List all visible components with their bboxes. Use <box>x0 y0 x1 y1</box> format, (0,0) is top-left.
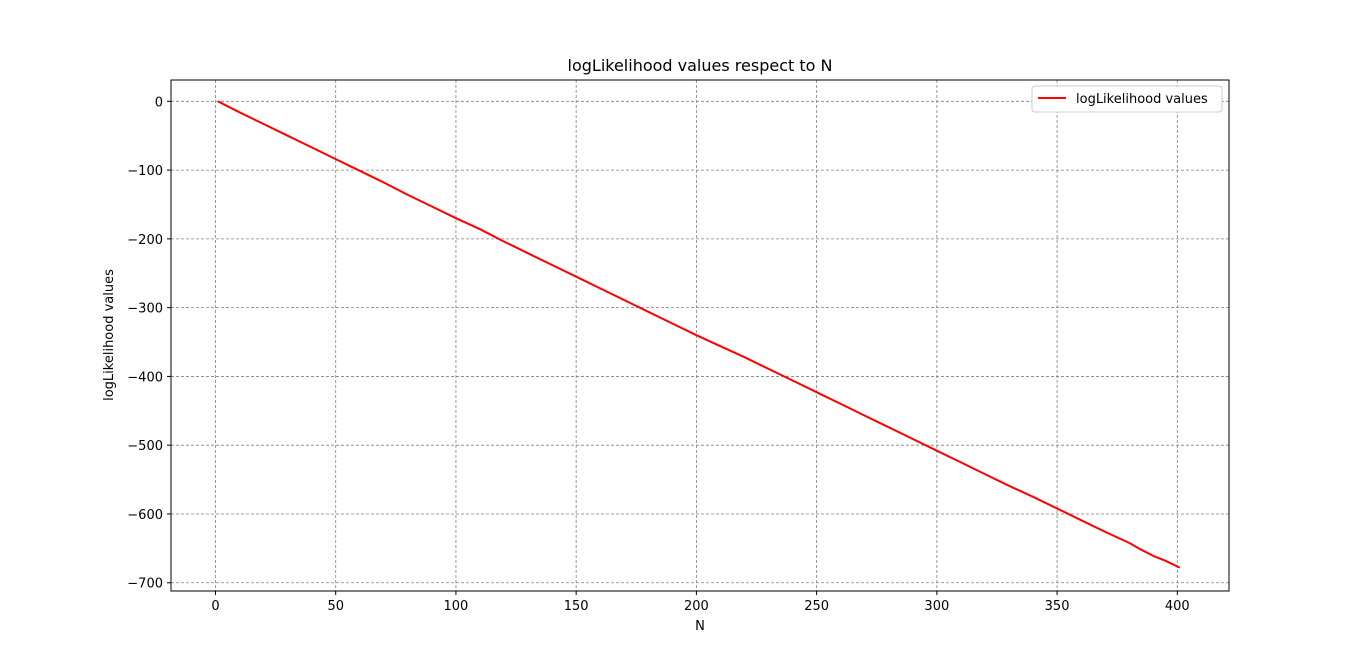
y-axis-ticks: 0 −100 −200 −300 −400 −500 −600 −700 <box>127 95 171 592</box>
x-tick-label: 400 <box>1165 599 1190 614</box>
legend: logLikelihood values <box>1031 85 1223 113</box>
x-tick-label: 250 <box>804 599 829 614</box>
legend-label: logLikelihood values <box>1076 92 1208 107</box>
series-line-0 <box>217 100 1181 569</box>
y-tick-label: −500 <box>127 439 163 454</box>
x-tick-label: 100 <box>444 599 469 614</box>
y-tick-label: −100 <box>127 164 163 179</box>
y-tick-label: −400 <box>127 370 163 385</box>
x-tick-label: 0 <box>211 599 219 614</box>
series-group <box>217 100 1181 569</box>
x-tick-label: 150 <box>564 599 589 614</box>
y-tick-label: 0 <box>155 95 163 110</box>
y-tick-label: −300 <box>127 302 163 317</box>
plot-frame <box>170 79 1230 592</box>
x-tick-label: 200 <box>684 599 709 614</box>
x-axis-label: N <box>695 619 705 634</box>
x-tick-label: 350 <box>1045 599 1070 614</box>
x-tick-label: 300 <box>924 599 949 614</box>
grid <box>171 80 1229 591</box>
y-tick-label: −700 <box>127 577 163 592</box>
chart-title: logLikelihood values respect to N <box>568 56 833 75</box>
legend-box <box>1031 85 1223 113</box>
x-tick-label: 50 <box>327 599 344 614</box>
y-tick-label: −200 <box>127 233 163 248</box>
x-axis-ticks: 0 50 100 150 200 250 300 350 400 <box>211 591 1190 614</box>
y-tick-label: −600 <box>127 508 163 523</box>
y-axis-label: logLikelihood values <box>102 269 117 401</box>
